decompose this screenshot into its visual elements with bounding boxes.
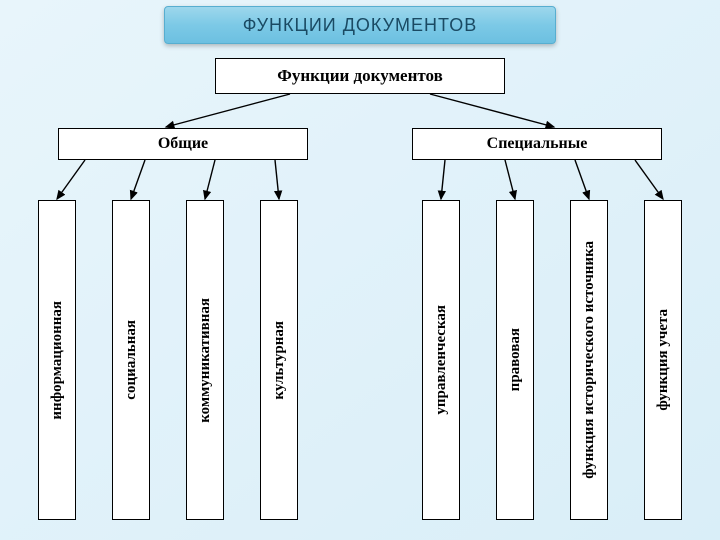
leaf-node: социальная [112, 200, 150, 520]
node-root: Функции документов [215, 58, 505, 94]
node-spetsialnye-label: Специальные [487, 135, 588, 153]
leaf-node: культурная [260, 200, 298, 520]
page-title-banner: ФУНКЦИИ ДОКУМЕНТОВ [164, 6, 556, 44]
leaf-node-label: управленческая [433, 305, 450, 415]
leaf-node-label: социальная [123, 320, 140, 400]
node-obshchie-label: Общие [158, 135, 208, 153]
leaf-node-label: информационная [49, 301, 66, 420]
leaf-node-label: культурная [271, 321, 288, 400]
leaf-node-label: функция учета [655, 309, 672, 411]
node-obshchie: Общие [58, 128, 308, 160]
leaf-node-label: функция исторического источника [581, 241, 598, 479]
node-spetsialnye: Специальные [412, 128, 662, 160]
leaf-node: информационная [38, 200, 76, 520]
node-root-label: Функции документов [277, 66, 443, 86]
leaf-node: коммуникативная [186, 200, 224, 520]
leaf-node-label: коммуникативная [197, 298, 214, 423]
leaf-node: правовая [496, 200, 534, 520]
leaf-node: функция исторического источника [570, 200, 608, 520]
leaf-node: управленческая [422, 200, 460, 520]
leaf-node: функция учета [644, 200, 682, 520]
leaf-node-label: правовая [507, 328, 524, 391]
